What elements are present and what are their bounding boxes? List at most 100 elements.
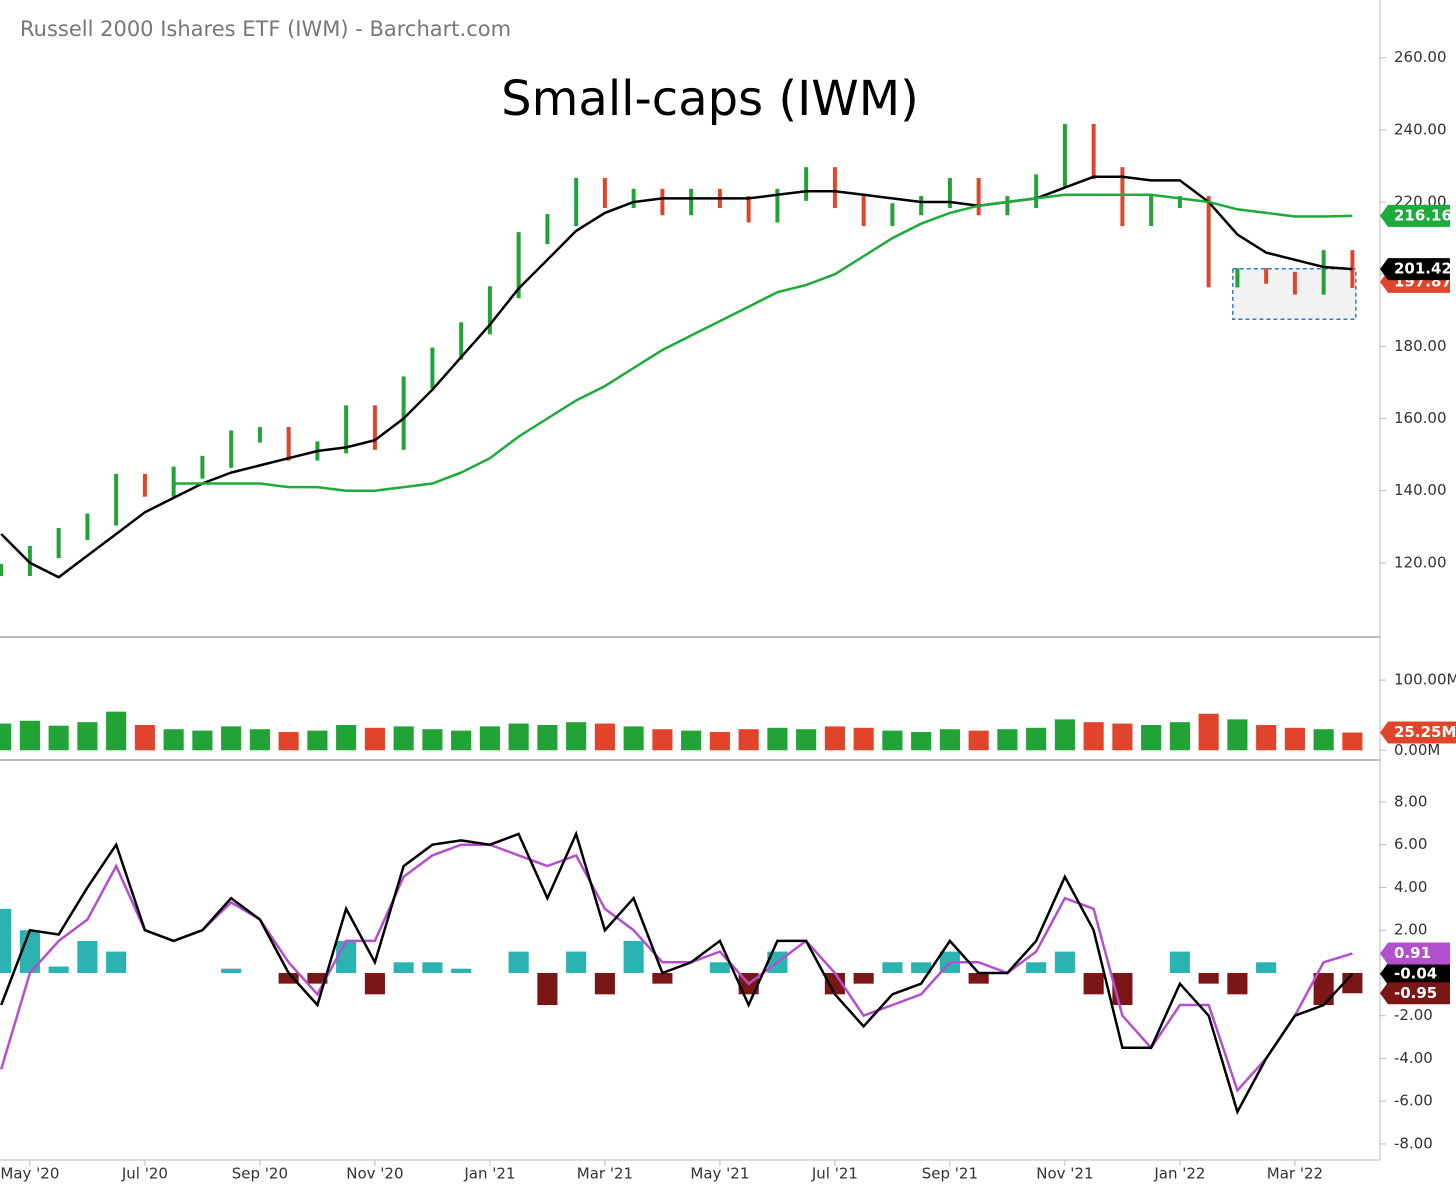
- y-tick-label: 100.00M: [1394, 671, 1456, 689]
- histogram-bar: [364, 972, 385, 995]
- x-tick-label: Jan '22: [1153, 1165, 1205, 1183]
- value-badge-label: -0.04: [1394, 964, 1437, 982]
- price-bar: [976, 178, 981, 216]
- price-bar: [516, 232, 521, 299]
- histogram-bar: [968, 972, 989, 984]
- price-bar: [1292, 271, 1297, 295]
- volume-bar: [0, 723, 12, 751]
- y-tick-label: 6.00: [1394, 835, 1427, 853]
- y-tick-label: 0.00M: [1394, 741, 1440, 759]
- y-tick-label: 260.00: [1394, 48, 1447, 66]
- price-bar: [200, 455, 205, 479]
- volume-bar: [537, 724, 558, 751]
- volume-bar: [422, 729, 443, 751]
- histogram-bar: [508, 951, 529, 973]
- volume-bar: [939, 729, 960, 751]
- volume-bar: [249, 729, 270, 751]
- volume-bar: [1141, 724, 1162, 751]
- histogram-bar: [623, 940, 644, 973]
- x-tick-label: Sep '20: [232, 1165, 288, 1183]
- volume-bar: [77, 722, 98, 751]
- price-bar: [171, 466, 176, 497]
- volume-bar: [336, 724, 357, 751]
- volume-bar: [997, 729, 1018, 751]
- y-tick-label: 180.00: [1394, 337, 1447, 355]
- x-tick-label: Mar '21: [577, 1165, 633, 1183]
- volume-bar: [911, 732, 932, 751]
- price-bar: [1177, 196, 1182, 209]
- annotation: Small-caps (IWM): [501, 71, 919, 127]
- histogram-bar: [709, 962, 730, 973]
- histogram-bar: [1256, 962, 1277, 973]
- x-tick-label: May '21: [690, 1165, 749, 1183]
- histogram-bar: [307, 972, 328, 984]
- price-bar: [142, 473, 147, 497]
- volume-bar: [882, 730, 903, 751]
- value-badge: [1380, 942, 1450, 965]
- price-bar: [804, 167, 809, 201]
- volume-bar: [738, 729, 759, 751]
- value-badge: [1380, 721, 1456, 744]
- histogram-bar: [1083, 972, 1104, 995]
- value-badge: [1380, 982, 1450, 1005]
- x-tick-label: Nov '21: [1036, 1165, 1093, 1183]
- histogram-bar: [537, 972, 558, 1006]
- volume-bar: [767, 727, 788, 751]
- price-bar: [257, 426, 262, 443]
- value-badge-label: -0.95: [1394, 984, 1437, 1002]
- histogram-bar: [1313, 972, 1334, 1006]
- histogram-bar: [594, 972, 615, 995]
- histogram-bar: [48, 966, 69, 973]
- price-bar: [114, 473, 119, 526]
- volume-bar: [824, 726, 845, 751]
- price-bar: [574, 178, 579, 227]
- histogram-bar: [77, 940, 98, 973]
- x-tick-label: May '20: [0, 1165, 59, 1183]
- price-bar: [947, 178, 952, 209]
- price-bar: [1034, 174, 1039, 209]
- y-tick-label: 4.00: [1394, 878, 1427, 896]
- price-bar: [1120, 167, 1125, 227]
- price-bar: [890, 203, 895, 227]
- price-bar: [401, 376, 406, 450]
- price-bar: [919, 196, 924, 216]
- volume-bar: [479, 726, 500, 751]
- y-tick-label: 120.00: [1394, 553, 1447, 571]
- volume-bar: [1284, 727, 1305, 751]
- price-bar: [344, 405, 349, 454]
- price-bar: [832, 167, 837, 209]
- price-bar: [459, 322, 464, 360]
- x-tick-label: Jul '21: [811, 1165, 858, 1183]
- volume-bar: [1256, 724, 1277, 751]
- price-bar: [430, 347, 435, 389]
- x-tick-label: Sep '21: [922, 1165, 978, 1183]
- price-bar: [631, 188, 636, 209]
- histogram-bar: [1026, 962, 1047, 973]
- volume-bar: [853, 727, 874, 751]
- value-badge-label: 216.16: [1394, 206, 1452, 224]
- volume-bar: [508, 723, 529, 751]
- volume-bar: [566, 722, 587, 751]
- histogram-bar: [336, 940, 357, 973]
- volume-bar: [221, 726, 242, 751]
- volume-bar: [134, 724, 155, 751]
- histogram-bar: [853, 972, 874, 984]
- histogram-bar: [106, 951, 127, 973]
- histogram-bar: [1054, 951, 1075, 973]
- price-bar: [286, 426, 291, 461]
- histogram-bar: [882, 962, 903, 973]
- volume-bar: [278, 732, 299, 751]
- volume-bar: [1198, 713, 1219, 751]
- line-series: [173, 193, 1353, 492]
- volume-bar: [1083, 722, 1104, 751]
- price-bar: [1149, 196, 1154, 227]
- price-bar: [487, 286, 492, 335]
- price-bar: [660, 188, 665, 216]
- volume-bar: [393, 726, 414, 751]
- histogram-bar: [1198, 972, 1219, 984]
- histogram-bar: [911, 962, 932, 973]
- price-bar: [1206, 196, 1211, 288]
- y-tick-label: 8.00: [1394, 792, 1427, 810]
